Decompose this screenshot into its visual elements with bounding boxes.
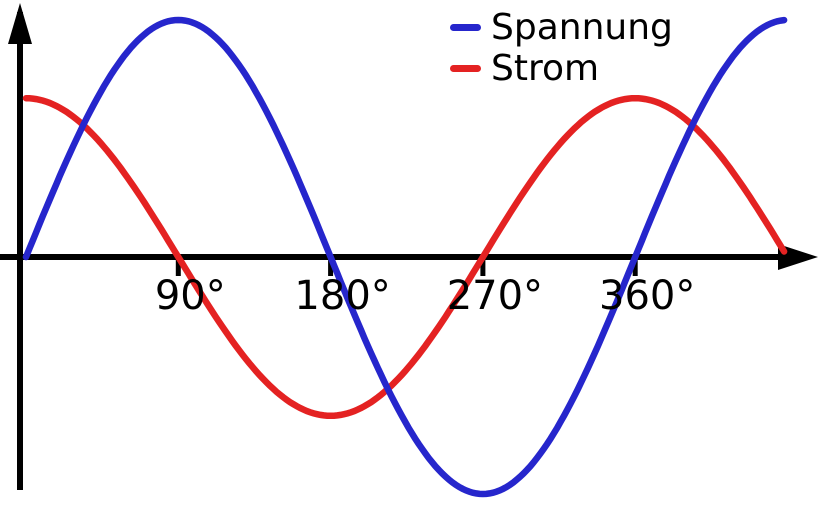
legend-line-blue-icon [450,24,481,31]
curves [22,16,788,498]
legend: Spannung Strom [450,7,673,89]
x-tick-label: 360° [599,273,696,319]
x-axis-arrow-icon [778,244,818,270]
legend-line-red-icon [450,65,481,72]
curve-strom [22,94,788,420]
legend-label-spannung: Spannung [491,6,673,48]
legend-item-spannung: Spannung [450,7,673,48]
x-tick-label: 270° [446,273,544,319]
legend-label-strom: Strom [491,47,600,89]
curve-spannung [22,16,788,498]
y-axis-arrow-icon [8,3,32,44]
x-tick-label: 180° [294,273,391,319]
legend-item-strom: Strom [450,48,673,89]
x-tick-label: 90° [154,273,226,319]
